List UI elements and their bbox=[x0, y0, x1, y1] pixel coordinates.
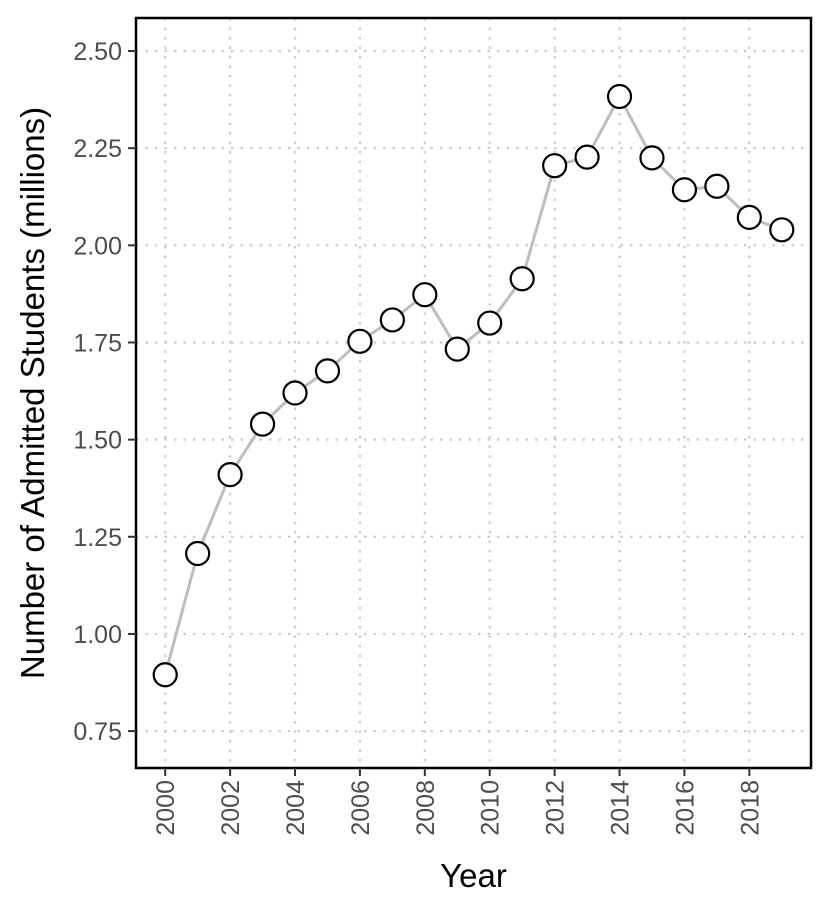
y-tick-label: 2.00 bbox=[73, 232, 122, 260]
x-tick-label: 2010 bbox=[477, 780, 505, 836]
data-points bbox=[152, 83, 795, 688]
data-point-2004 bbox=[282, 380, 308, 406]
x-tick-label: 2012 bbox=[542, 780, 570, 836]
data-point-2012 bbox=[542, 153, 568, 179]
data-point-2015 bbox=[639, 145, 665, 171]
x-tick-label: 2002 bbox=[217, 780, 245, 836]
data-point-2013 bbox=[574, 144, 600, 170]
data-point-2009 bbox=[444, 336, 470, 362]
x-tick-label: 2014 bbox=[607, 780, 635, 836]
data-point-2001 bbox=[185, 540, 211, 567]
x-axis-ticks: 2000 2002 2004 2006 2008 2010 2012 2014 2016 2018 bbox=[152, 768, 764, 836]
data-point-2000 bbox=[152, 662, 178, 688]
data-point-2014 bbox=[606, 83, 633, 110]
data-point-2002 bbox=[217, 462, 243, 488]
data-point-2016 bbox=[671, 177, 698, 203]
grid bbox=[136, 18, 811, 768]
data-point-2019 bbox=[769, 217, 795, 243]
x-tick-label: 2018 bbox=[736, 780, 764, 836]
x-tick-label: 2004 bbox=[282, 780, 310, 836]
y-tick-label: 1.00 bbox=[73, 621, 122, 649]
x-tick-label: 2016 bbox=[671, 780, 699, 836]
y-tick-label: 1.50 bbox=[73, 427, 122, 455]
data-point-2007 bbox=[379, 307, 405, 333]
x-tick-label: 2006 bbox=[347, 780, 375, 836]
data-point-2018 bbox=[736, 204, 762, 230]
y-tick-label: 1.75 bbox=[73, 329, 122, 357]
data-point-2017 bbox=[704, 173, 730, 199]
data-point-2011 bbox=[509, 266, 535, 292]
y-tick-label: 0.75 bbox=[73, 718, 122, 746]
x-axis-title: Year bbox=[440, 857, 507, 894]
x-tick-label: 2008 bbox=[412, 780, 440, 836]
data-point-2006 bbox=[347, 328, 373, 354]
y-tick-label: 2.25 bbox=[73, 135, 122, 163]
y-tick-label: 1.25 bbox=[73, 524, 122, 552]
y-axis-ticks: 0.75 1.00 1.25 1.50 1.75 2.00 2.25 2.50 bbox=[73, 38, 136, 746]
y-tick-label: 2.50 bbox=[73, 38, 122, 66]
data-point-2005 bbox=[314, 358, 341, 384]
data-point-2010 bbox=[477, 310, 503, 336]
y-axis-title: Number of Admitted Students (millions) bbox=[14, 107, 51, 679]
data-point-2008 bbox=[412, 282, 438, 308]
data-point-2003 bbox=[249, 411, 276, 437]
x-tick-label: 2000 bbox=[152, 780, 180, 836]
plot-frame bbox=[134, 16, 813, 770]
